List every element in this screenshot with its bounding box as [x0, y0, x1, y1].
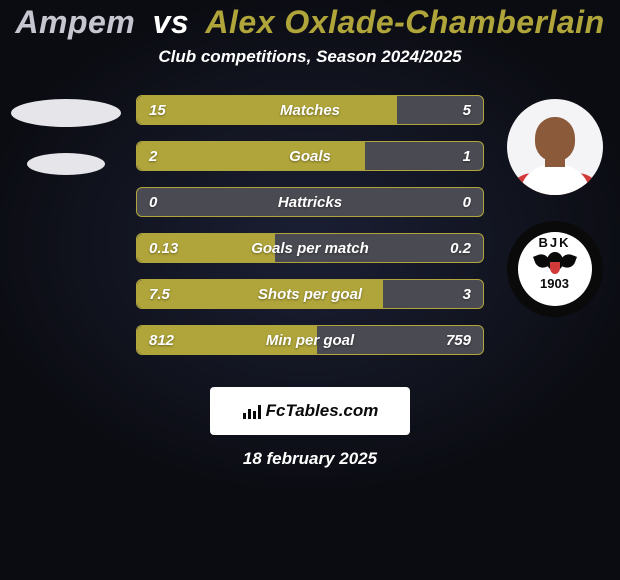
title-left-player: Ampem	[15, 4, 135, 40]
right-club-badge: BJK 1903	[507, 221, 603, 317]
stat-right-value: 0	[463, 194, 471, 211]
stat-row-min-per-goal: 812Min per goal759	[136, 325, 484, 355]
stat-right-value: 3	[463, 286, 471, 303]
stat-row-matches: 15Matches5	[136, 95, 484, 125]
subtitle: Club competitions, Season 2024/2025	[0, 47, 620, 67]
date-text: 18 february 2025	[0, 449, 620, 469]
content-root: Ampem vs Alex Oxlade-Chamberlain Club co…	[0, 0, 620, 580]
badge-eagle-icon	[535, 252, 575, 276]
stat-label: Goals per match	[137, 240, 483, 257]
stat-label: Min per goal	[137, 332, 483, 349]
title-vs: vs	[153, 4, 190, 40]
stat-label: Goals	[137, 148, 483, 165]
left-player-column	[8, 99, 123, 175]
left-player-placeholder-2	[27, 153, 105, 175]
badge-year: 1903	[540, 276, 569, 291]
left-player-placeholder-1	[11, 99, 121, 127]
stat-right-value: 759	[446, 332, 471, 349]
stat-bars: 15Matches5 2Goals1 0Hattricks0 0.13Goals pe…	[136, 95, 484, 371]
stat-row-hattricks: 0Hattricks0	[136, 187, 484, 217]
stat-right-value: 0.2	[450, 240, 471, 257]
right-player-column: BJK 1903	[497, 99, 612, 317]
brand-suffix: Tables.com	[285, 401, 378, 420]
chart-bar-4	[258, 405, 261, 419]
badge-inner: BJK 1903	[518, 232, 592, 306]
brand-text: FcTables.com	[266, 401, 379, 421]
avatar-head	[535, 117, 575, 161]
badge-initials: BJK	[538, 235, 570, 250]
chart-bar-2	[248, 409, 251, 419]
stat-label: Matches	[137, 102, 483, 119]
stat-row-shots-per-goal: 7.5Shots per goal3	[136, 279, 484, 309]
chart-bar-1	[243, 413, 246, 419]
stat-right-value: 1	[463, 148, 471, 165]
stat-row-goals-per-match: 0.13Goals per match0.2	[136, 233, 484, 263]
eagle-shield	[550, 262, 560, 274]
main-comparison-area: BJK 1903 15Matches5 2Goals1 0Hattricks0 0.1…	[0, 95, 620, 375]
stat-row-goals: 2Goals1	[136, 141, 484, 171]
stat-label: Hattricks	[137, 194, 483, 211]
page-title: Ampem vs Alex Oxlade-Chamberlain	[0, 4, 620, 41]
stat-right-value: 5	[463, 102, 471, 119]
right-player-avatar	[507, 99, 603, 195]
title-right-player: Alex Oxlade-Chamberlain	[205, 4, 604, 40]
brand-chart-icon	[242, 403, 262, 419]
brand-box: FcTables.com	[210, 387, 410, 435]
avatar-shirt-white	[520, 165, 590, 195]
brand-prefix: Fc	[266, 401, 286, 420]
chart-bar-3	[253, 411, 256, 419]
stat-label: Shots per goal	[137, 286, 483, 303]
